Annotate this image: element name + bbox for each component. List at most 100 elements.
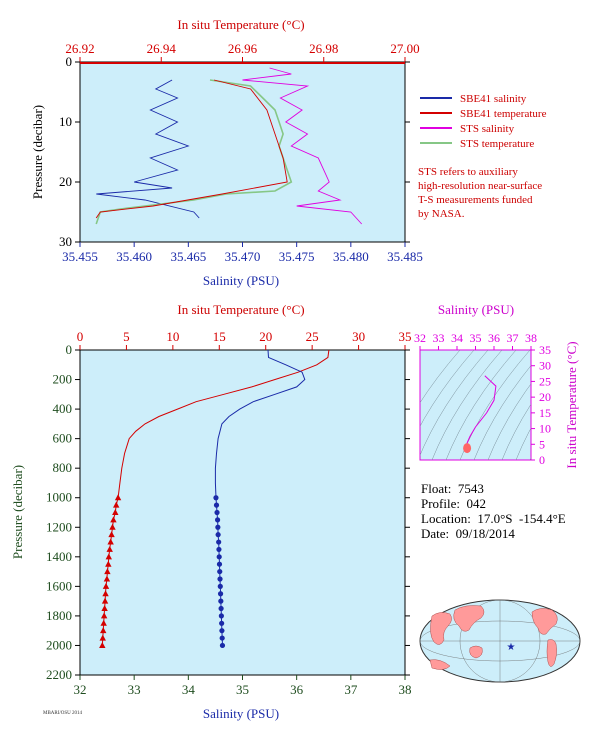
legend-sbe41-salinity: SBE41 salinity xyxy=(460,93,527,105)
salinity-tick-label: 35.475 xyxy=(279,249,315,264)
ts-temperature-tick-label: 25 xyxy=(539,374,551,388)
salinity-point xyxy=(217,576,223,582)
top-chart-pressure-axis-title: Pressure (decibar) xyxy=(30,105,45,199)
salinity-tick-label: 35.460 xyxy=(116,249,152,264)
temperature-tick-label: 26.96 xyxy=(228,41,258,56)
sts-note-line-1: STS refers to auxiliary xyxy=(418,166,518,178)
temperature-point xyxy=(113,501,120,508)
temperature-point xyxy=(99,641,106,648)
pressure-tick-label: 800 xyxy=(53,460,73,475)
pressure-tick-label: 30 xyxy=(59,234,72,249)
ts-temperature-tick-label: 15 xyxy=(539,406,551,420)
temperature-tick-label: 30 xyxy=(352,329,365,344)
series-sbe41-salinity xyxy=(96,79,200,219)
ts-temperature-tick-label: 20 xyxy=(539,390,551,404)
full-profile-chart: In situ Temperature (°C) 32 33 34 35 36 37 38 0… xyxy=(10,302,412,721)
salinity-tick-label: 33 xyxy=(128,682,141,697)
top-chart-salinity-axis-title: Salinity (PSU) xyxy=(203,273,279,288)
salinity-point xyxy=(214,509,220,516)
series-sts-salinity xyxy=(242,67,363,225)
salinity-point xyxy=(218,605,224,612)
pressure-tick-label: 2200 xyxy=(46,667,72,682)
salinity-point xyxy=(218,598,224,604)
legend-sbe41-temperature: SBE41 temperature xyxy=(460,108,547,120)
ts-density-contour xyxy=(445,350,517,460)
temperature-point xyxy=(100,627,107,634)
main-chart-salinity-axis-title: Salinity (PSU) xyxy=(203,706,279,721)
map-land xyxy=(429,605,558,670)
pressure-tick-label: 1000 xyxy=(46,490,72,505)
salinity-tick-label: 35.470 xyxy=(225,249,261,264)
temperature-point xyxy=(109,523,116,530)
temperature-point xyxy=(114,494,122,501)
pressure-tick-label: 0 xyxy=(66,54,73,69)
world-map: ★ xyxy=(419,599,581,683)
sts-note-line-3: T-S measurements funded xyxy=(418,194,533,206)
sts-note: STS refers to auxiliary high-resolution … xyxy=(418,166,542,220)
salinity-point xyxy=(216,554,222,560)
temperature-point xyxy=(105,560,112,567)
ts-salinity-tick-label: 38 xyxy=(525,331,537,345)
float-info: Float: 7543 Profile: 042 Location: 17.0°… xyxy=(421,481,566,541)
salinity-point xyxy=(216,539,222,545)
temperature-point xyxy=(108,531,115,538)
pressure-tick-label: 600 xyxy=(53,431,73,446)
series-sbe41-temperature xyxy=(95,79,288,219)
salinity-point xyxy=(219,628,225,634)
temperature-point xyxy=(101,597,109,604)
temperature-point xyxy=(110,516,117,523)
main-chart-pressure-axis-title: Pressure (decibar) xyxy=(10,465,25,559)
temperature-tick-label: 27.00 xyxy=(390,41,419,56)
legend-sts-salinity: STS salinity xyxy=(460,123,515,135)
temperature-point xyxy=(102,582,110,589)
pressure-tick-label: 10 xyxy=(59,114,72,129)
temperature-tick-label: 5 xyxy=(123,329,130,344)
temperature-point xyxy=(105,553,112,560)
ts-salinity-tick-label: 35 xyxy=(470,331,482,345)
salinity-tick-label: 35.485 xyxy=(387,249,423,264)
temperature-tick-label: 20 xyxy=(259,329,272,344)
ts-salinity-tick-label: 33 xyxy=(433,331,445,345)
ts-plot-area xyxy=(419,349,532,461)
ts-density-contour xyxy=(515,427,531,460)
main-plot-area xyxy=(79,349,406,676)
salinity-tick-label: 35.480 xyxy=(333,249,369,264)
pressure-tick-label: 400 xyxy=(53,401,73,416)
pressure-tick-label: 1800 xyxy=(46,608,72,623)
temperature-tick-label: 26.94 xyxy=(147,41,177,56)
date: Date: 09/18/2014 xyxy=(421,526,515,541)
temperature-tick-label: 15 xyxy=(213,329,226,344)
salinity-point xyxy=(219,620,225,626)
temperature-point xyxy=(101,605,108,612)
pressure-tick-label: 0 xyxy=(66,342,73,357)
ts-diagram: Salinity (PSU) 32 33 34 35 36 37 3805101520253… xyxy=(414,302,579,469)
ts-temperature-tick-label: 10 xyxy=(539,422,551,436)
ts-temperature-tick-label: 30 xyxy=(539,359,551,373)
temperature-point xyxy=(104,568,111,575)
pressure-tick-label: 1200 xyxy=(46,519,72,534)
temperature-tick-label: 25 xyxy=(306,329,319,344)
salinity-point xyxy=(216,546,222,553)
temperature-tick-label: 35 xyxy=(399,329,412,344)
salinity-point xyxy=(219,635,225,641)
profile-id: Profile: 042 xyxy=(421,496,486,511)
temperature-point xyxy=(100,612,108,619)
temperature-tick-label: 26.92 xyxy=(65,41,94,56)
location: Location: 17.0°S -154.4°E xyxy=(421,511,566,526)
ts-salinity-tick-label: 32 xyxy=(414,331,426,345)
ts-density-contour xyxy=(487,383,531,460)
temperature-point xyxy=(100,619,107,626)
near-surface-chart: In situ Temperature (°C) 35.455 35.460 35.… xyxy=(30,17,547,288)
salinity-tick-label: 35 xyxy=(236,682,249,697)
ts-density-contour xyxy=(420,350,475,427)
salinity-tick-label: 32 xyxy=(74,682,87,697)
salinity-tick-label: 36 xyxy=(290,682,304,697)
ts-salinity-tick-label: 36 xyxy=(488,331,500,345)
ts-deep-cluster xyxy=(463,443,472,454)
temperature-point xyxy=(107,538,114,545)
salinity-point xyxy=(215,532,221,538)
pressure-tick-label: 20 xyxy=(59,174,72,189)
ts-density-contour xyxy=(431,350,503,460)
top-legend: SBE41 salinity SBE41 temperature STS sal… xyxy=(420,93,547,150)
